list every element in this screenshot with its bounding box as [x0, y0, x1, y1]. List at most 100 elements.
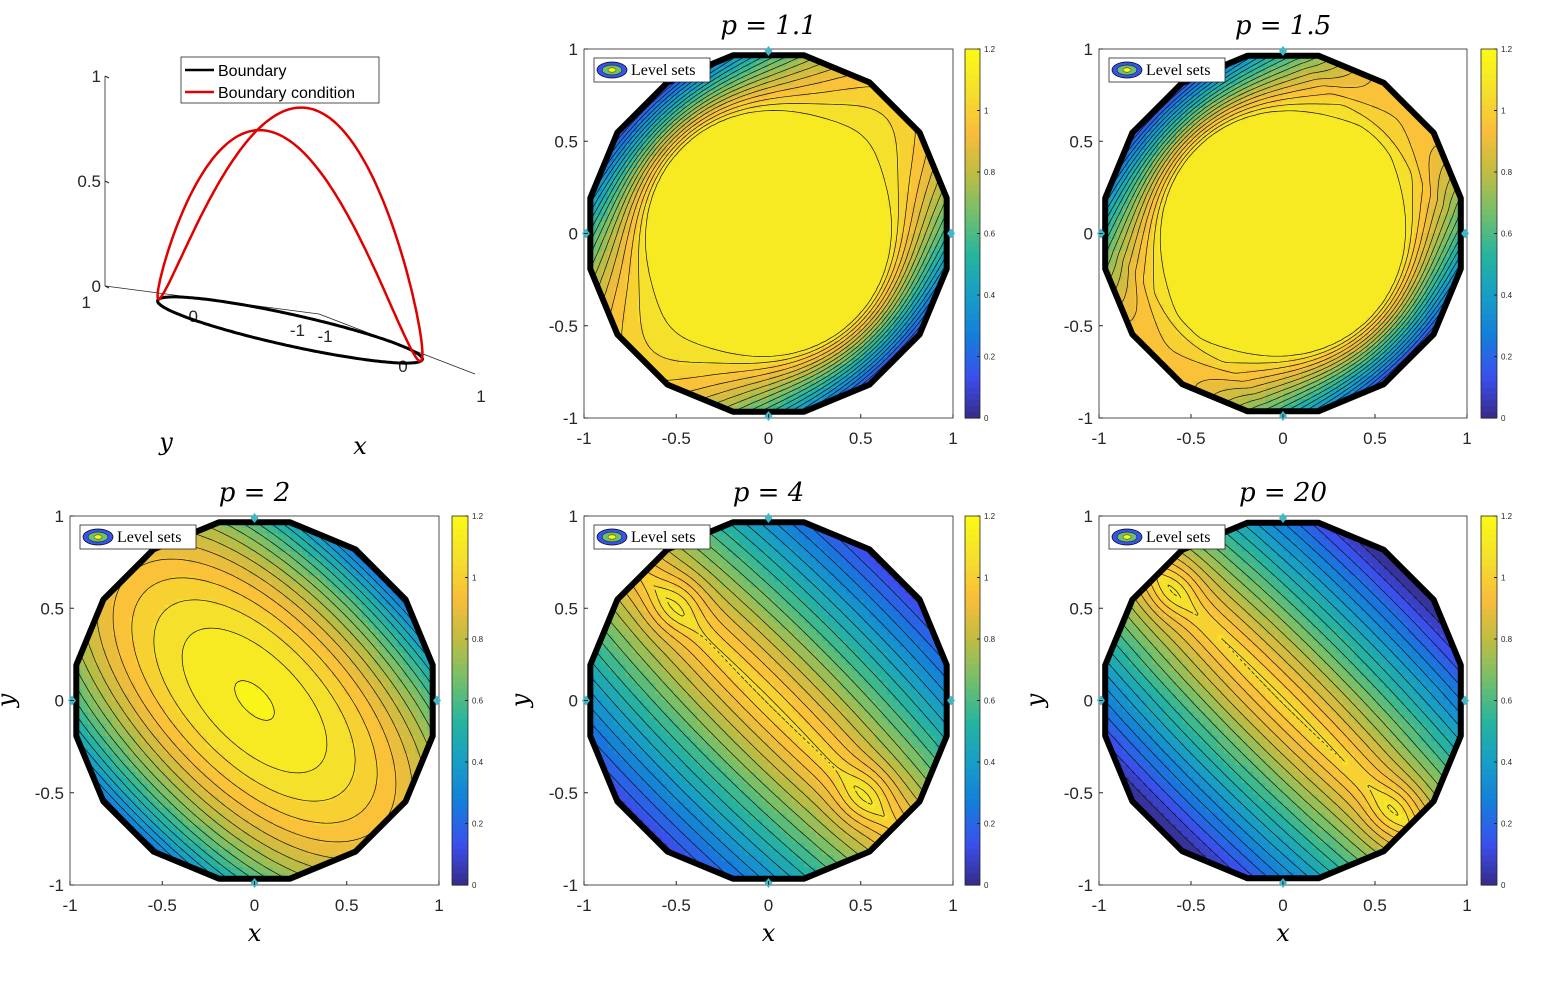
field-cell	[685, 209, 692, 217]
field-cell	[875, 269, 883, 276]
field-cell	[1128, 209, 1136, 216]
field-cell	[703, 138, 710, 145]
field-cell	[911, 150, 918, 157]
field-cell	[685, 298, 692, 306]
field-cell	[822, 120, 829, 127]
field-cell	[738, 138, 746, 145]
field-cell	[1158, 108, 1165, 115]
field-cell	[714, 185, 722, 193]
field-cell	[792, 90, 799, 98]
field-cell	[637, 150, 645, 157]
field-cell	[851, 298, 859, 306]
field-cell	[708, 108, 716, 116]
field-cell	[899, 233, 906, 241]
field-cell	[810, 179, 817, 187]
field-cell	[792, 215, 799, 223]
field-cell	[625, 316, 633, 324]
field-cell	[863, 179, 871, 187]
field-cell	[798, 102, 805, 110]
field-cell	[697, 114, 704, 122]
field-cell	[917, 293, 924, 300]
field-cell	[744, 304, 752, 312]
field-cell	[851, 114, 859, 122]
boundary-marker	[764, 46, 773, 56]
field-cell	[828, 191, 835, 199]
field-cell	[786, 304, 793, 312]
field-cell	[691, 221, 698, 229]
field-cell	[732, 334, 740, 342]
field-cell	[798, 394, 805, 401]
field-cell	[631, 221, 639, 229]
field-cell	[804, 400, 811, 407]
field-cell	[780, 269, 787, 276]
field-cell	[750, 191, 758, 199]
field-cell	[1188, 96, 1195, 104]
field-cell	[738, 275, 746, 282]
field-cell	[839, 257, 847, 264]
field-cell	[845, 233, 853, 241]
field-cell	[697, 370, 704, 377]
field-cell	[750, 322, 758, 330]
field-cell	[655, 179, 662, 187]
field-cell	[816, 120, 823, 127]
field-cell	[1116, 185, 1124, 193]
field-cell	[1140, 215, 1148, 222]
field-cell	[1182, 132, 1189, 139]
field-cell	[720, 144, 728, 151]
field-cell	[845, 310, 853, 318]
field-cell	[726, 269, 734, 276]
field-cell	[1188, 126, 1195, 133]
field-cell	[738, 209, 746, 217]
field-cell	[1122, 250, 1130, 258]
field-cell	[667, 144, 674, 151]
field-cell	[697, 138, 704, 145]
field-cell	[857, 221, 865, 229]
field-cell	[1182, 357, 1189, 365]
field-cell	[697, 364, 704, 371]
field-cell	[833, 185, 841, 193]
field-cell	[679, 281, 686, 288]
field-cell	[744, 215, 752, 223]
field-cell	[756, 239, 764, 246]
field-cell	[750, 364, 758, 371]
field-cell	[679, 287, 686, 294]
field-cell	[1110, 268, 1118, 276]
field-cell	[857, 281, 865, 288]
field-cell	[845, 304, 853, 312]
field-cell	[607, 298, 615, 306]
field-cell	[697, 120, 704, 127]
field-cell	[750, 245, 758, 252]
field-cell	[756, 108, 764, 116]
field-cell	[691, 304, 698, 312]
field-cell	[828, 310, 835, 318]
field-cell	[738, 168, 746, 175]
field-cell	[839, 197, 847, 205]
field-cell	[780, 346, 787, 354]
field-cell	[851, 257, 859, 264]
field-cell	[691, 173, 698, 181]
field-cell	[655, 138, 662, 145]
field-cell	[691, 257, 698, 264]
field-cell	[691, 316, 698, 324]
field-cell	[792, 239, 799, 246]
field-cell	[762, 281, 770, 288]
field-cell	[1140, 143, 1148, 151]
field-cell	[720, 310, 728, 318]
field-cell	[655, 287, 662, 294]
field-cell	[703, 108, 710, 116]
field-cell	[673, 257, 680, 264]
field-cell	[863, 209, 871, 217]
field-cell	[923, 197, 930, 205]
field-cell	[1134, 238, 1142, 246]
colorbar-segment	[965, 264, 980, 271]
field-cell	[744, 394, 752, 401]
field-cell	[697, 96, 704, 104]
field-cell	[792, 168, 799, 175]
field-cell	[732, 364, 740, 371]
field-cell	[810, 209, 817, 217]
colorbar-segment	[965, 233, 980, 241]
field-cell	[643, 126, 651, 133]
field-cell	[667, 114, 674, 122]
field-cell	[845, 215, 853, 223]
